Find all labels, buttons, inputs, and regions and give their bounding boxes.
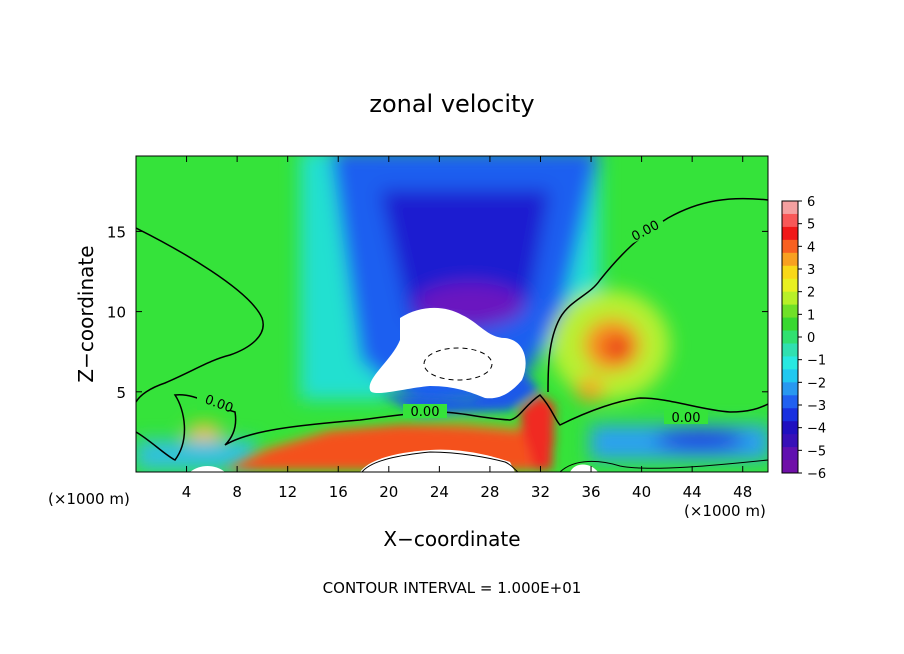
colorbar-label: 1 (807, 308, 815, 323)
colorbar-swatch (782, 330, 798, 344)
contour-bottom-right (559, 459, 768, 472)
colorbar-swatch (782, 265, 798, 280)
x-tick-label: 20 (379, 483, 398, 501)
field-darkblue-lower-right (655, 430, 745, 450)
x-tick-label: 28 (480, 483, 499, 501)
field-white-bottom (360, 449, 515, 472)
colorbar-swatch (782, 239, 798, 254)
colorbar-label: 4 (807, 240, 815, 255)
colorbar-swatch (782, 434, 798, 448)
x-tick-label: 32 (531, 483, 550, 501)
x-unit-left: (×1000 m) (48, 490, 130, 508)
colorbar-label: 3 (807, 263, 815, 278)
x-tick-label: 44 (683, 483, 702, 501)
y-tick-label: 15 (107, 223, 126, 241)
colorbar-label: −5 (807, 444, 826, 459)
colorbar-swatch (782, 252, 798, 267)
field-white-bottom-small (190, 466, 225, 472)
y-axis: 5 10 15 (107, 223, 768, 402)
colorbar-label: 5 (807, 218, 815, 233)
field-red-right (604, 336, 632, 360)
y-tick-label: 5 (116, 384, 126, 402)
colorbar-swatch (782, 291, 798, 306)
x-tick-label: 8 (232, 483, 242, 501)
x-axis-label: X−coordinate (383, 527, 520, 551)
x-tick-label: 24 (430, 483, 449, 501)
contour-label-2: 0.00 (411, 405, 440, 420)
colorbar-label: −1 (807, 354, 826, 369)
contour-zero-left (136, 227, 264, 403)
colorbar-label: 6 (807, 195, 815, 210)
colorbar-swatch (782, 356, 798, 370)
x-tick-label: 4 (182, 483, 192, 501)
x-tick-label: 16 (329, 483, 348, 501)
colorbar-label: −4 (807, 422, 826, 437)
field-blue-below-white (380, 370, 540, 412)
x-axis: 4 8 12 16 20 24 28 32 36 40 44 48 (182, 156, 752, 501)
colorbar-swatch (782, 304, 798, 319)
colorbar-swatch (782, 343, 798, 357)
chart-title: zonal velocity (369, 90, 534, 118)
colorbar-swatch (782, 201, 798, 215)
colorbar-label: 0 (807, 331, 815, 346)
field-white-core (369, 307, 526, 399)
colorbar-label: −2 (807, 376, 826, 391)
x-tick-label: 48 (733, 483, 752, 501)
x-unit-right: (×1000 m) (684, 502, 766, 520)
x-tick-label: 12 (278, 483, 297, 501)
colorbar-swatch (782, 213, 798, 228)
contour-zero-right (547, 197, 768, 393)
colorbar-swatch (782, 421, 798, 435)
colorbar-swatch (782, 317, 798, 332)
y-axis-label: Z−coordinate (74, 245, 98, 382)
colorbar-swatch (782, 447, 798, 461)
colorbar-swatch (782, 278, 798, 293)
contour-interval-note: CONTOUR INTERVAL = 1.000E+01 (323, 579, 582, 597)
plot-area: 0.00 0.00 0.00 0.00 (136, 156, 768, 472)
field-orange-right-low (576, 378, 604, 402)
colorbar-swatch (782, 382, 798, 396)
colorbar-label: −3 (807, 399, 826, 414)
contour-bottom-curve (361, 451, 519, 472)
x-tick-label: 36 (581, 483, 600, 501)
contour-dashed-core (423, 347, 493, 381)
contour-label-3: 0.00 (672, 411, 701, 426)
colorbar: 6 5 4 3 2 1 0 −1 −2 −3 −4 −5 −6 (781, 195, 826, 482)
x-tick-label: 40 (632, 483, 651, 501)
colorbar-swatch (782, 395, 798, 409)
colorbar-swatch (782, 460, 798, 474)
colorbar-swatch (782, 369, 798, 383)
plot-frame (135, 155, 769, 473)
colorbar-swatch (782, 408, 798, 422)
y-tick-label: 10 (107, 304, 126, 322)
colorbar-label: 2 (807, 286, 815, 301)
colorbar-label: −6 (807, 467, 826, 482)
colorbar-swatch (782, 226, 798, 241)
